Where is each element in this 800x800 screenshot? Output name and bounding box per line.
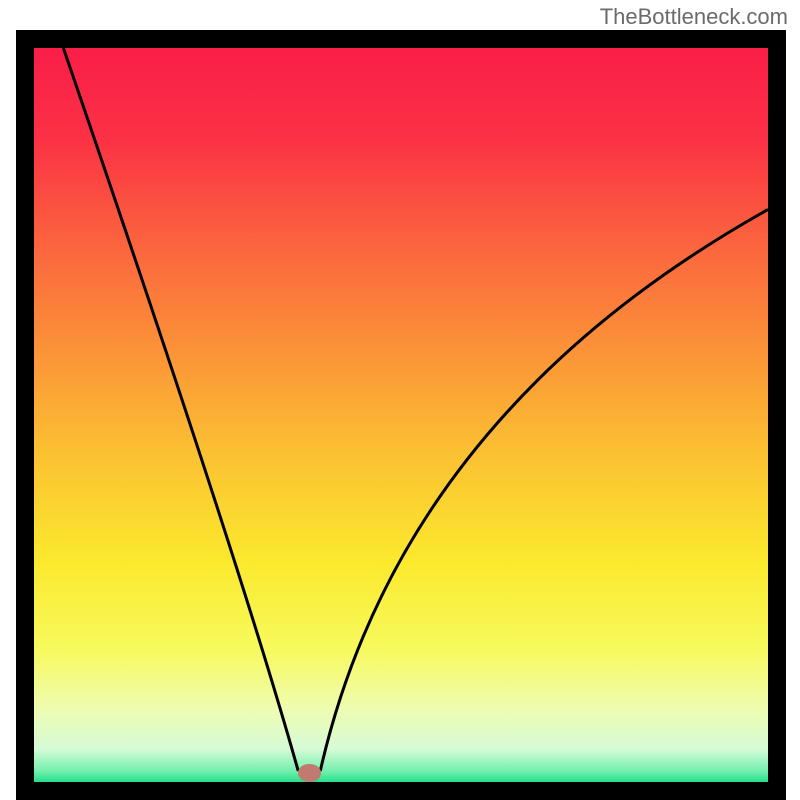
curve-svg (34, 48, 768, 782)
plot-area (34, 48, 768, 782)
chart-container: TheBottleneck.com (0, 0, 800, 800)
curve-left-branch (63, 48, 298, 771)
trough-marker (298, 764, 321, 782)
curve-right-branch (320, 209, 768, 771)
plot-frame (16, 30, 786, 800)
watermark-text: TheBottleneck.com (600, 4, 788, 30)
